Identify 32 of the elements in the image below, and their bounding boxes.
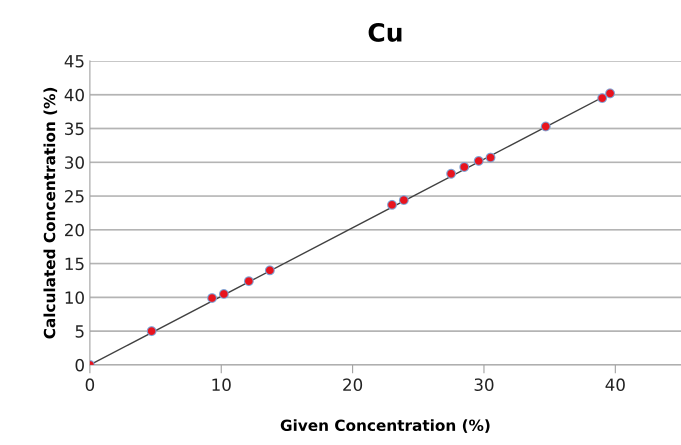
point [446,168,456,179]
y-axis-title: Calculated Concentration (%) [43,88,58,339]
y-tick-label: 40 [64,88,84,102]
x-tick-label: 0 [86,378,94,391]
point [398,195,409,206]
y-tick-label: 25 [65,190,84,203]
point [244,276,254,286]
point [207,293,217,303]
point [146,326,157,336]
y-tick-label: 30 [65,156,84,169]
y-tick-label: 5 [76,325,84,338]
y-tick-label: 10 [66,291,84,304]
point [264,265,275,276]
x-tick-label: 30 [474,378,494,391]
chart-title: Cu [368,22,402,42]
y-tick-label: 35 [65,122,84,136]
point [597,93,608,104]
point [486,152,496,162]
x-tick-label: 10 [212,378,231,391]
point [605,88,616,98]
x-tick-label: 20 [343,378,362,391]
point [540,122,551,132]
y-tick-label: 0 [76,358,84,372]
x-axis-title: Given Concentration (%) [280,419,490,433]
y-tick-label: 45 [64,55,84,68]
point [459,162,470,172]
point [474,156,484,166]
point [387,200,397,210]
point [218,289,229,299]
y-tick-label: 20 [65,224,84,236]
y-tick-label: 15 [66,258,84,270]
x-tick-label: 40 [606,378,625,391]
